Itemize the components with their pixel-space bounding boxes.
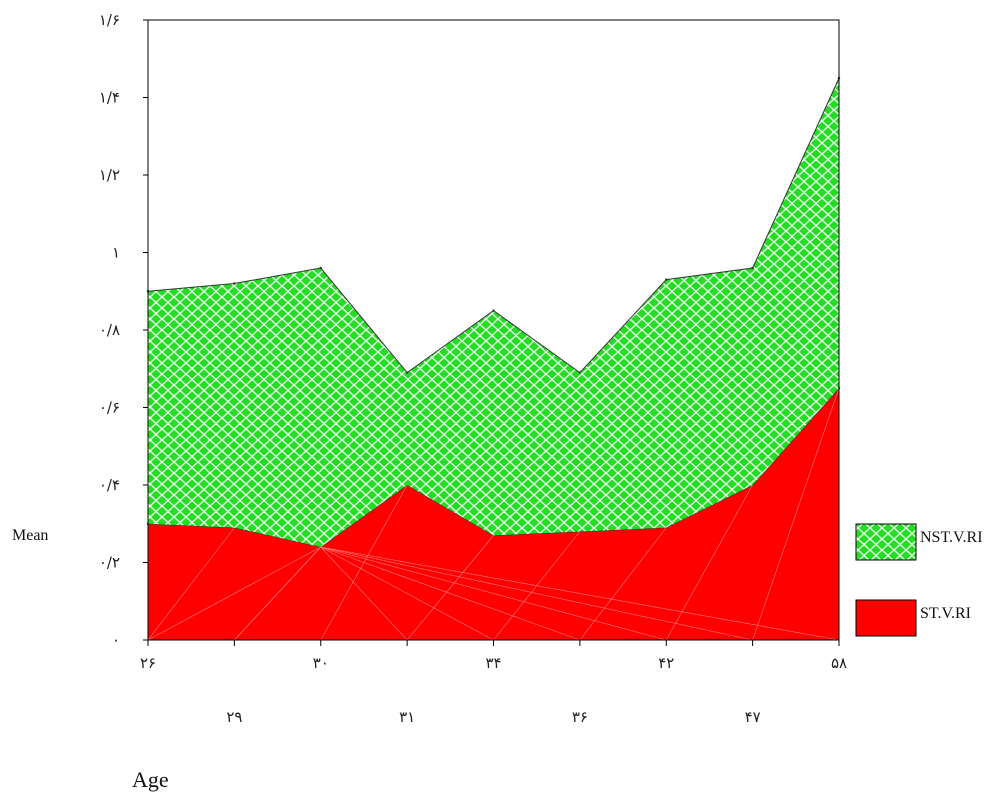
y-axis-title: Mean bbox=[12, 527, 48, 544]
legend-label: NST.V.RI bbox=[920, 529, 983, 546]
data-point bbox=[319, 266, 322, 270]
y-tick-label: ۱/۶ bbox=[99, 11, 120, 29]
y-tick-label: ۱/۴ bbox=[99, 89, 120, 107]
fill-artifact-line bbox=[147, 546, 321, 641]
data-point bbox=[665, 278, 668, 281]
axes: ۰ ۰/۲ ۰/۴ ۰/۶ ۰/۸ ۱ ۱/۲ ۱/۴ ۱/۶ ۲۶ ۲۹ ۳۰ ۳۱ ۳۴ ۳۶ ۴۲ ۴۷ ۵… bbox=[99, 11, 847, 726]
fill-artifact-line bbox=[493, 531, 581, 641]
legend-swatch bbox=[855, 599, 917, 637]
data-point bbox=[751, 266, 754, 270]
data-point bbox=[492, 309, 495, 312]
x-tick-label: ۲۹ bbox=[226, 708, 242, 726]
fill-artifact-line bbox=[320, 546, 840, 641]
series-area-st-v-ri bbox=[148, 388, 839, 640]
y-tick-label: ۰/۲ bbox=[99, 554, 120, 572]
fill-artifact-line bbox=[320, 546, 494, 641]
legend: NST.V.RI ST.V.RI bbox=[855, 523, 983, 637]
y-tick-label: ۱ bbox=[112, 244, 120, 262]
fill-artifact-line bbox=[406, 535, 494, 641]
y-tick-label: ۰/۸ bbox=[99, 321, 120, 339]
fill-artifact-line bbox=[579, 527, 667, 641]
series-area-nst-v-ri bbox=[148, 78, 839, 547]
y-tick-label: ۱/۲ bbox=[99, 166, 120, 184]
x-tick-label: ۳۴ bbox=[485, 654, 501, 672]
data-point bbox=[233, 282, 236, 285]
fill-artifact-line bbox=[320, 546, 753, 641]
x-tick-label: ۳۱ bbox=[399, 708, 415, 726]
fill-artifact-line bbox=[320, 546, 667, 641]
fill-artifact-line bbox=[147, 527, 235, 641]
plot-area bbox=[146, 19, 841, 641]
fill-artifact-line bbox=[320, 484, 408, 641]
y-tick-label: ۰/۶ bbox=[99, 399, 120, 417]
x-tick-label: ۳۶ bbox=[572, 708, 588, 726]
y-tick-label: ۰/۴ bbox=[99, 476, 120, 494]
y-tick-label: ۰ bbox=[112, 631, 120, 649]
legend-label: ST.V.RI bbox=[920, 605, 971, 622]
fill-artifact-line bbox=[320, 546, 408, 641]
fill-artifact-line bbox=[234, 546, 321, 641]
x-tick-label: ۴۲ bbox=[658, 654, 674, 672]
legend-swatch bbox=[855, 523, 917, 561]
x-axis-title: Age bbox=[132, 767, 169, 792]
x-tick-label: ۲۶ bbox=[140, 654, 156, 672]
fill-artifact-line bbox=[752, 388, 840, 641]
data-point bbox=[578, 371, 582, 374]
data-point bbox=[405, 371, 409, 374]
fill-artifact-line bbox=[665, 484, 753, 641]
x-tick-label: ۵۸ bbox=[831, 654, 847, 672]
x-tick-label: ۳۰ bbox=[313, 654, 329, 672]
x-tick-label: ۴۷ bbox=[745, 708, 761, 726]
